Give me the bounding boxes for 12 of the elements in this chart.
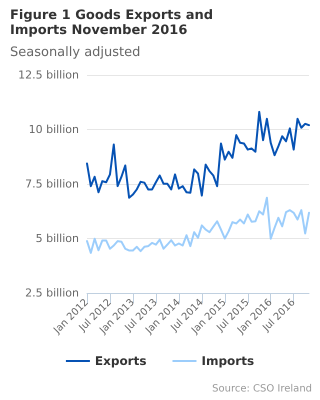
y-tick-label: 5 billion — [36, 232, 80, 245]
line-series — [86, 196, 310, 254]
line-series — [86, 110, 310, 199]
chart-title: Figure 1 Goods Exports and Imports November 2016 — [10, 8, 218, 38]
y-tick-label: 7.5 billion — [25, 178, 80, 190]
y-tick-label: 10 billion — [28, 123, 80, 136]
chart-subtitle: Seasonally adjusted — [10, 45, 140, 60]
source-note: Source: CSO Ireland — [212, 384, 312, 394]
y-tick-label: 2.5 billion — [25, 286, 80, 300]
legend-label: Imports — [201, 354, 254, 368]
legend-label: Exports — [94, 354, 146, 368]
y-tick-label: 12.5 billion — [18, 68, 80, 82]
